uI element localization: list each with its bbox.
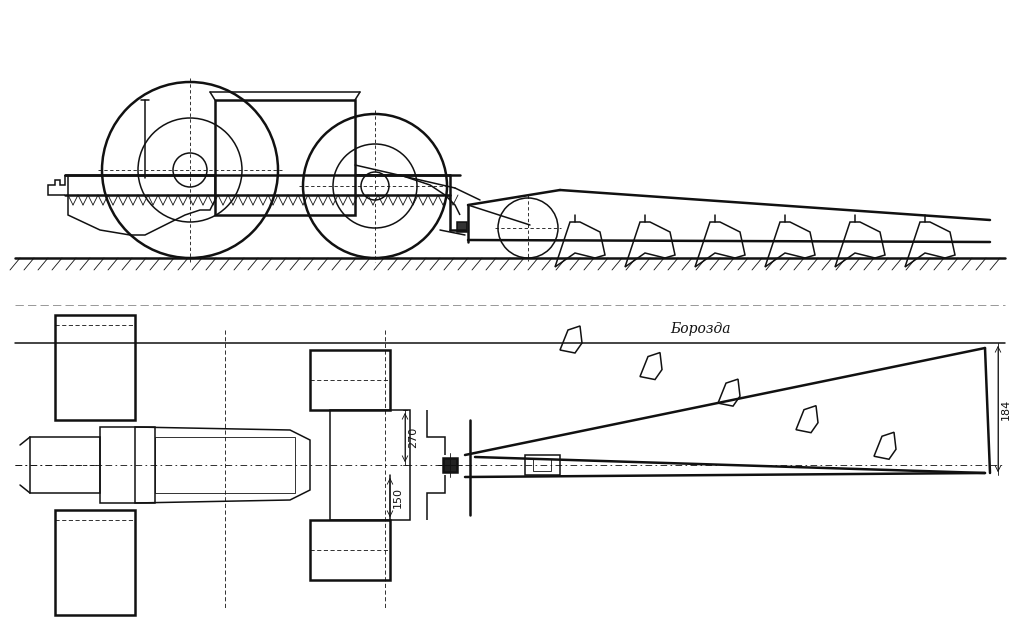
Bar xyxy=(30,437,100,493)
Bar xyxy=(310,350,389,410)
Text: 270: 270 xyxy=(408,427,418,448)
Bar xyxy=(533,459,550,471)
Text: 184: 184 xyxy=(1000,399,1010,420)
Bar xyxy=(457,222,467,232)
Bar xyxy=(330,410,410,520)
Text: Борозда: Борозда xyxy=(669,322,730,336)
Bar xyxy=(55,315,135,420)
Bar xyxy=(215,100,355,215)
Bar xyxy=(155,437,294,493)
Bar xyxy=(100,427,155,503)
Text: 150: 150 xyxy=(392,487,403,508)
Bar xyxy=(442,458,457,472)
Bar xyxy=(55,510,135,615)
Bar xyxy=(525,455,559,475)
Bar xyxy=(310,520,389,580)
